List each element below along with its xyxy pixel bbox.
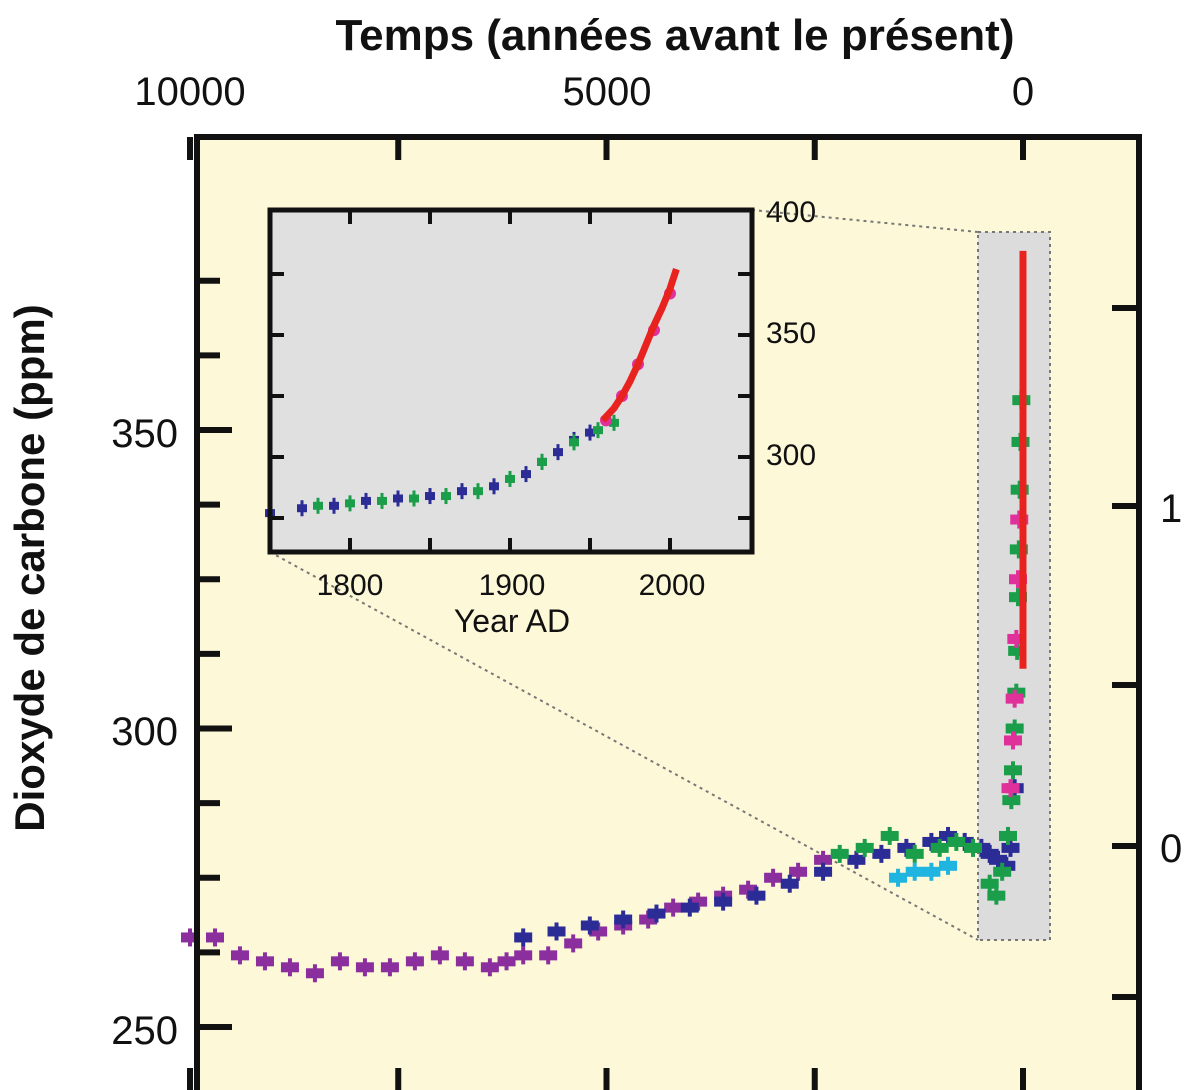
right-tick-label-1: 1 <box>1160 487 1182 531</box>
main-series-layer <box>181 250 1031 983</box>
zoom-connector-top <box>751 209 979 233</box>
inset-y-tick-label-350: 350 <box>766 317 816 350</box>
x-tick-label-10000: 10000 <box>134 70 245 114</box>
right-tick-label-0: 0 <box>1160 827 1182 871</box>
x-tick-label-0: 0 <box>1012 70 1034 114</box>
main-title: Temps (années avant le présent) <box>336 11 1015 60</box>
inset-x-tick-label-2000: 2000 <box>639 569 706 602</box>
x-tick-label-5000: 5000 <box>563 70 652 114</box>
inset-axis-ticks <box>270 210 752 552</box>
inset-x-tick-label-1900: 1900 <box>479 569 546 602</box>
inset-x-axis-label: Year AD <box>454 603 570 639</box>
inset-x-tick-label-1800: 1800 <box>317 569 384 602</box>
inset-background <box>270 210 752 552</box>
inset-y-tick-label-400: 400 <box>766 196 816 229</box>
y-tick-label-350: 350 <box>111 412 178 456</box>
zoom-region <box>977 231 1051 941</box>
y-axis-label: Dioxyde de carbone (ppm) <box>6 304 53 831</box>
inset-series-line <box>600 268 680 423</box>
zoom-connector-bottom <box>269 551 979 941</box>
y-tick-label-250: 250 <box>111 1009 178 1053</box>
inset-y-tick-label-300: 300 <box>766 439 816 472</box>
inset-series-layer <box>265 268 680 522</box>
inset-chart: 1800 1900 2000 Year AD 300 350 400 <box>265 196 816 639</box>
y-tick-label-300: 300 <box>111 710 178 754</box>
main-plot-frame <box>194 134 1142 1090</box>
main-axis-ticks <box>187 137 1139 1090</box>
